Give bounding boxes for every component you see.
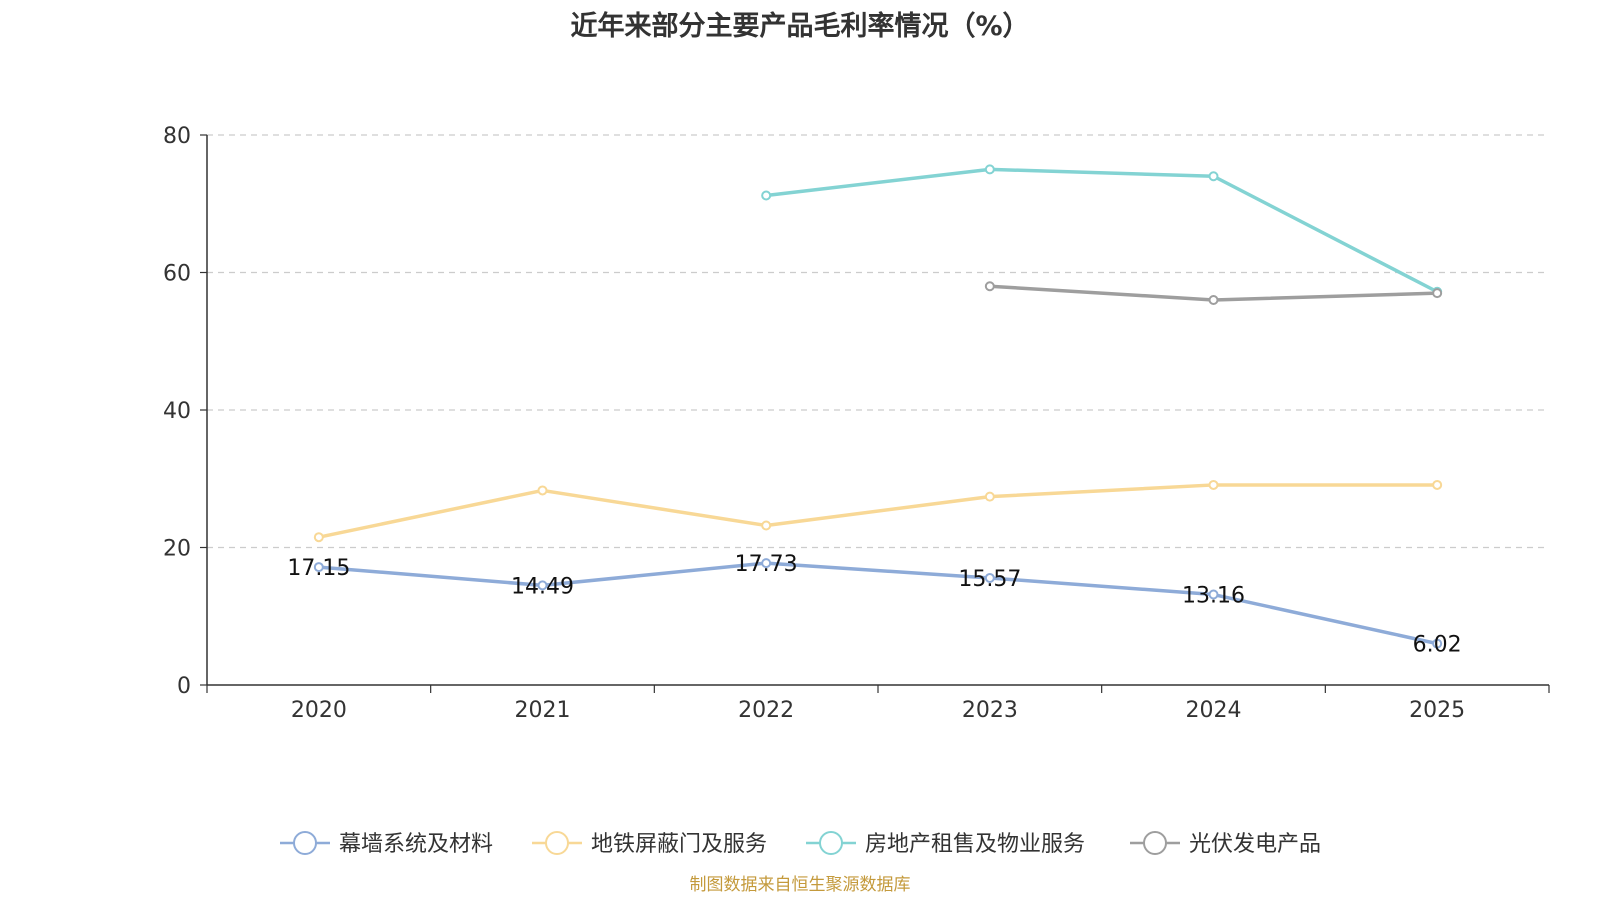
data-point <box>761 520 772 531</box>
data-point <box>984 572 995 583</box>
legend-item: 光伏发电产品 <box>1130 831 1321 857</box>
legend-item: 幕墙系统及材料 <box>280 831 493 857</box>
data-label: 17.15 <box>287 556 350 581</box>
data-point <box>761 190 772 201</box>
legend-item: 地铁屏蔽门及服务 <box>532 831 767 857</box>
data-point <box>313 562 324 573</box>
legend-marker <box>819 831 843 855</box>
data-point <box>1432 638 1443 649</box>
x-tick-label: 2021 <box>515 698 571 723</box>
x-tick-label: 2024 <box>1186 698 1242 723</box>
data-point <box>1208 171 1219 182</box>
data-point <box>1208 589 1219 600</box>
data-point <box>313 532 324 543</box>
legend-label: 光伏发电产品 <box>1189 832 1321 857</box>
source-note: 制图数据来自恒生聚源数据库 <box>689 875 911 895</box>
y-tick-label: 40 <box>163 399 191 424</box>
x-tick-label: 2025 <box>1409 698 1465 723</box>
data-label: 15.57 <box>958 567 1021 592</box>
series-line-2 <box>318 483 1438 539</box>
x-tick-label: 2020 <box>291 698 347 723</box>
y-tick-label: 60 <box>163 262 191 287</box>
data-point <box>1208 295 1219 305</box>
x-tick-label: 2022 <box>738 698 794 723</box>
legend-label: 幕墙系统及材料 <box>339 832 493 857</box>
data-point <box>984 164 995 175</box>
data-point <box>984 281 995 292</box>
data-point <box>761 558 772 569</box>
legend-item: 房地产租售及物业服务 <box>806 831 1085 857</box>
data-point <box>1432 288 1443 299</box>
legend-label: 房地产租售及物业服务 <box>865 832 1085 857</box>
data-point <box>537 580 548 591</box>
chart-title: 近年来部分主要产品毛利率情况（%） <box>570 11 1030 42</box>
legend-marker <box>1143 831 1167 855</box>
series-line-3 <box>765 167 1438 294</box>
legend-marker <box>545 831 569 855</box>
data-point <box>1208 479 1219 490</box>
data-label: 6.02 <box>1413 633 1462 658</box>
data-label: 14.49 <box>511 574 574 599</box>
data-point <box>984 491 995 502</box>
data-label: 13.16 <box>1182 584 1245 609</box>
y-tick-label: 20 <box>163 537 191 562</box>
series-line-1 <box>318 561 1438 646</box>
legend-marker <box>293 831 317 855</box>
data-point <box>537 485 548 496</box>
legend-label: 地铁屏蔽门及服务 <box>591 832 767 857</box>
y-tick-label: 80 <box>163 124 191 149</box>
data-point <box>1432 479 1443 490</box>
data-label: 17.73 <box>735 552 798 577</box>
y-tick-label: 0 <box>177 674 191 699</box>
x-tick-label: 2023 <box>962 698 1018 723</box>
